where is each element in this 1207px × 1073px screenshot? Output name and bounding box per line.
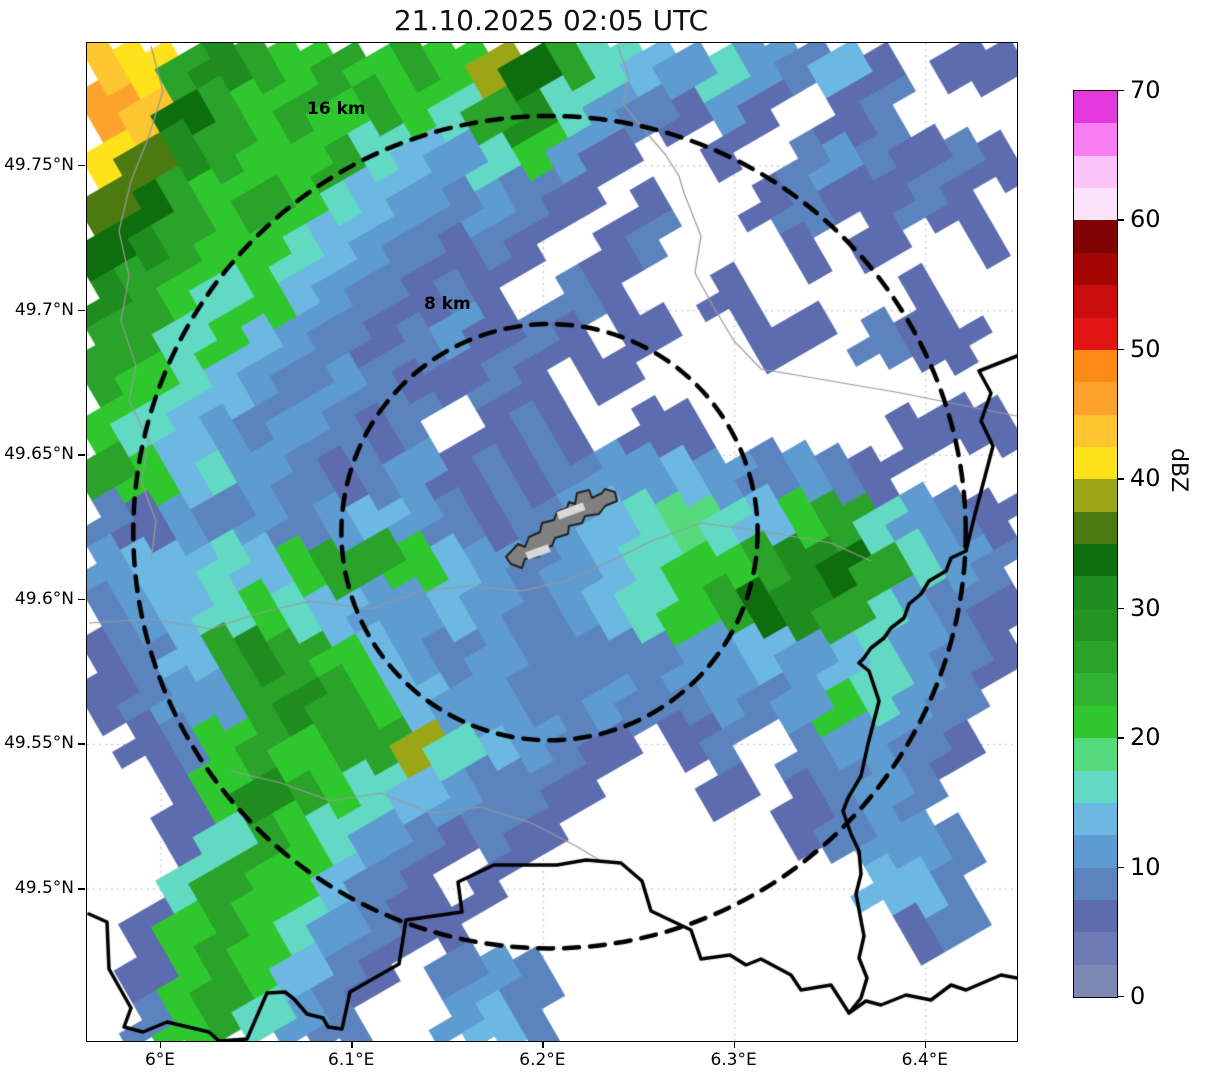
x-tickmark [733, 1041, 735, 1048]
colorbar-segment [1074, 543, 1117, 577]
x-tick-label: 6°E [144, 1050, 176, 1070]
colorbar-tick-label: 50 [1130, 334, 1161, 363]
colorbar-segment [1074, 219, 1117, 253]
colorbar-segment [1074, 770, 1117, 803]
colorbar-tick-label: 0 [1130, 982, 1146, 1010]
colorbar-unit-label: dBZ [1166, 448, 1191, 493]
colorbar-tick-label: 20 [1130, 723, 1161, 752]
colorbar-segment [1074, 899, 1117, 933]
colorbar-tickmark [1117, 478, 1124, 480]
x-tickmark [924, 1041, 927, 1048]
colorbar-segment [1074, 349, 1117, 383]
x-tick-label: 6.1°E [328, 1050, 375, 1070]
radar-plot: 16 km 8 km [86, 42, 1018, 1042]
colorbar-tickmark [1117, 90, 1124, 92]
colorbar-segment [1074, 478, 1117, 512]
colorbar-segment [1074, 155, 1117, 189]
colorbar-tickmark [1117, 348, 1124, 351]
range-ring-label-8km: 8 km [424, 294, 471, 314]
y-tick-label: 49.75°N [4, 154, 74, 175]
colorbar-segment [1074, 511, 1117, 544]
range-ring-label-16km: 16 km [307, 99, 366, 119]
y-tickmark [78, 309, 85, 311]
colorbar-segment [1074, 381, 1117, 415]
y-tick-label: 49.7°N [14, 299, 74, 320]
y-tickmark [78, 888, 85, 890]
colorbar-segment [1074, 252, 1117, 286]
y-tick-label: 49.5°N [14, 878, 74, 899]
colorbar-tick-label: 60 [1130, 205, 1161, 234]
plot-title: 21.10.2025 02:05 UTC [393, 4, 709, 37]
colorbar-tick-label: 40 [1130, 464, 1161, 493]
colorbar-tickmark [1117, 737, 1124, 739]
colorbar-tick-label: 10 [1130, 852, 1161, 881]
y-tickmark [78, 164, 85, 167]
radar-canvas [87, 43, 1017, 1041]
y-tick-label: 49.65°N [4, 444, 74, 465]
colorbar-segment [1074, 931, 1117, 965]
colorbar-segment [1074, 91, 1117, 124]
x-tickmark [542, 1041, 544, 1048]
colorbar-segment [1074, 867, 1117, 900]
y-tickmark [78, 598, 85, 601]
colorbar-segment [1074, 284, 1117, 318]
colorbar-segment [1074, 575, 1117, 609]
colorbar-segment [1074, 414, 1117, 447]
x-tickmark [351, 1041, 353, 1048]
colorbar-segment [1074, 608, 1117, 642]
x-tick-label: 6.4°E [901, 1050, 948, 1070]
colorbar-segment [1074, 737, 1117, 771]
colorbar-segment [1074, 802, 1117, 836]
y-tick-label: 49.55°N [4, 733, 74, 754]
colorbar-segment [1074, 317, 1117, 350]
colorbar-tickmark [1117, 996, 1124, 998]
colorbar-tick-label: 30 [1130, 593, 1161, 622]
x-tick-label: 6.3°E [710, 1050, 757, 1070]
colorbar-tickmark [1117, 607, 1124, 610]
colorbar-segment [1074, 964, 1117, 997]
colorbar-segment [1074, 446, 1117, 480]
colorbar-segment [1074, 640, 1117, 674]
colorbar-segment [1074, 834, 1117, 868]
colorbar-segment [1074, 672, 1117, 706]
colorbar-segment [1074, 187, 1117, 221]
y-tick-label: 49.6°N [14, 588, 74, 609]
colorbar-tick-label: 70 [1130, 76, 1161, 104]
y-tickmark [78, 454, 85, 456]
colorbar-tickmark [1117, 866, 1124, 868]
x-tick-label: 6.2°E [519, 1050, 566, 1070]
colorbar [1073, 90, 1118, 998]
colorbar-tickmark [1117, 219, 1124, 221]
colorbar-segment [1074, 122, 1117, 156]
colorbar-segment [1074, 705, 1117, 739]
y-tickmark [78, 743, 85, 745]
x-tickmark [159, 1041, 162, 1048]
